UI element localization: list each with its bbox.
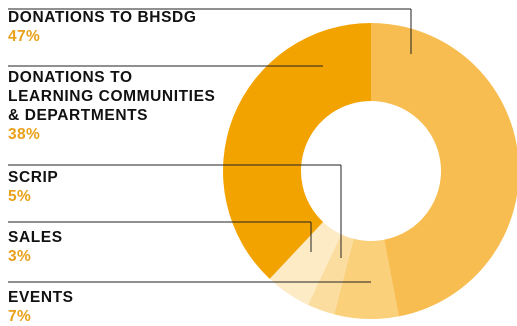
slice-label-scrip: SCRIP [8, 169, 59, 186]
slice-percent-events: 7% [8, 308, 32, 325]
slice-percent-scrip: 5% [8, 188, 32, 205]
donut-slice-donations-to-bhsdg [371, 23, 517, 317]
donut-slice-events [334, 238, 399, 319]
slice-label-sales: SALES [8, 229, 63, 246]
label-donations-to-bhsdg: DONATIONS TO BHSDG 47% [8, 8, 196, 46]
label-sales: SALES 3% [8, 228, 63, 266]
donut-slice-scrip [269, 222, 342, 305]
slice-percent-sales: 3% [8, 248, 32, 265]
slice-percent-donations-to-learning-communities-departments: 38% [8, 126, 41, 143]
slice-label-donations-to-learning-communities-departments: DONATIONS TO LEARNING COMMUNITIES & DEPA… [8, 69, 216, 124]
slice-label-events: EVENTS [8, 289, 74, 306]
label-events: EVENTS 7% [8, 288, 74, 326]
label-donations-to-learning-communities-departments: DONATIONS TO LEARNING COMMUNITIES & DEPA… [8, 68, 215, 144]
slice-percent-donations-to-bhsdg: 47% [8, 28, 41, 45]
donut-slice-donations-to-learning-communities-departments [223, 23, 371, 279]
label-scrip: SCRIP 5% [8, 168, 58, 206]
slice-label-donations-to-bhsdg: DONATIONS TO BHSDG [8, 9, 197, 26]
donut-slice-sales [307, 234, 354, 315]
